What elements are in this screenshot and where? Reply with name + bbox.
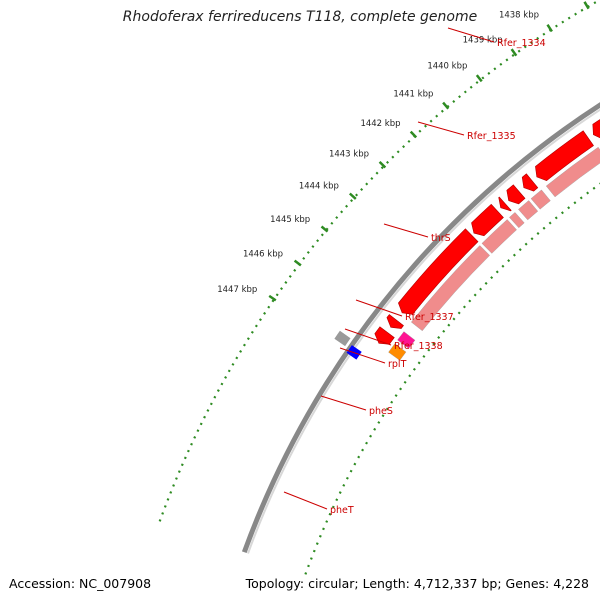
gene-label: Rfer_1337 bbox=[405, 312, 454, 323]
cds-feature bbox=[374, 326, 395, 345]
ruler-tick bbox=[378, 161, 387, 169]
feature-block bbox=[334, 330, 351, 347]
ruler-tick-label: 1439 kbp bbox=[463, 35, 503, 45]
backbone-track bbox=[241, 102, 600, 575]
ruler-tick-label: 1440 kbp bbox=[427, 62, 467, 72]
feature-band bbox=[530, 189, 551, 210]
gene-label-leader bbox=[355, 299, 403, 317]
gene-label: Rfer_1335 bbox=[467, 131, 516, 142]
gene-label: rplT bbox=[388, 359, 407, 370]
map-title: Rhodoferax ferrireducens T118, complete … bbox=[122, 9, 478, 25]
feature-track bbox=[334, 119, 600, 361]
gene-label: pheS bbox=[369, 406, 393, 417]
ruler-tick bbox=[442, 101, 450, 110]
ruler-tick-label: 1438 kbp bbox=[499, 11, 539, 21]
cds-feature bbox=[498, 196, 512, 212]
ruler-tick bbox=[348, 192, 357, 200]
ruler-tick bbox=[409, 130, 418, 139]
feature-band bbox=[481, 219, 517, 254]
feature-band bbox=[545, 146, 600, 198]
genome-summary-text: Topology: circular; Length: 4,712,337 bp… bbox=[243, 575, 591, 592]
gene-label-leader bbox=[383, 223, 429, 238]
ruler-tick bbox=[583, 1, 590, 10]
cds-feature bbox=[398, 228, 479, 315]
cds-feature bbox=[471, 203, 504, 237]
feature-band bbox=[388, 343, 407, 361]
ruler-tick bbox=[293, 259, 302, 267]
ruler-tick-label: 1442 kbp bbox=[360, 119, 400, 129]
feature-band bbox=[411, 245, 490, 332]
backbone-arc bbox=[241, 102, 600, 554]
cds-feature bbox=[506, 184, 526, 205]
feature-band bbox=[397, 331, 416, 349]
gene-label-leader bbox=[283, 491, 328, 510]
ruler-tick bbox=[268, 294, 277, 302]
gene-label: pheT bbox=[330, 505, 354, 516]
ruler-dotted-arc bbox=[158, 0, 600, 522]
gene-label-leader bbox=[447, 27, 495, 43]
cds-feature bbox=[535, 130, 594, 181]
ruler-tick bbox=[320, 225, 329, 233]
backbone-highlight bbox=[247, 108, 600, 554]
accession-text: Accession: NC_007908 bbox=[7, 575, 154, 592]
gene-label-leader bbox=[339, 347, 386, 364]
ruler-tick-label: 1445 kbp bbox=[270, 215, 310, 225]
gene-label-leader bbox=[344, 328, 392, 346]
ruler-tick-label: 1441 kbp bbox=[393, 90, 433, 100]
gene-label: thrS bbox=[431, 233, 451, 244]
cds-feature bbox=[592, 119, 600, 139]
ruler-tick bbox=[510, 48, 518, 57]
inner-tick-arc bbox=[304, 182, 600, 575]
feature-band bbox=[518, 200, 539, 221]
ruler-tick bbox=[475, 74, 483, 83]
feature-band bbox=[509, 212, 525, 229]
cds-feature bbox=[521, 173, 539, 192]
ruler-tick-label: 1444 kbp bbox=[299, 182, 339, 192]
ruler-tick-label: 1446 kbp bbox=[243, 249, 283, 259]
gene-label: Rfer_1338 bbox=[394, 341, 443, 352]
ruler-tick bbox=[546, 24, 553, 33]
gene-labels: Rfer_1334 Rfer_1335 thrS Rfer_1337 Rfer_1338… bbox=[283, 27, 546, 516]
gene-label-leader bbox=[417, 121, 465, 136]
ruler-tick-label: 1447 kbp bbox=[217, 285, 257, 295]
cds-feature bbox=[386, 314, 404, 329]
gene-label: Rfer_1334 bbox=[497, 38, 546, 49]
ruler-tick-label: 1443 kbp bbox=[329, 150, 369, 160]
gene-label-leader bbox=[320, 395, 367, 411]
